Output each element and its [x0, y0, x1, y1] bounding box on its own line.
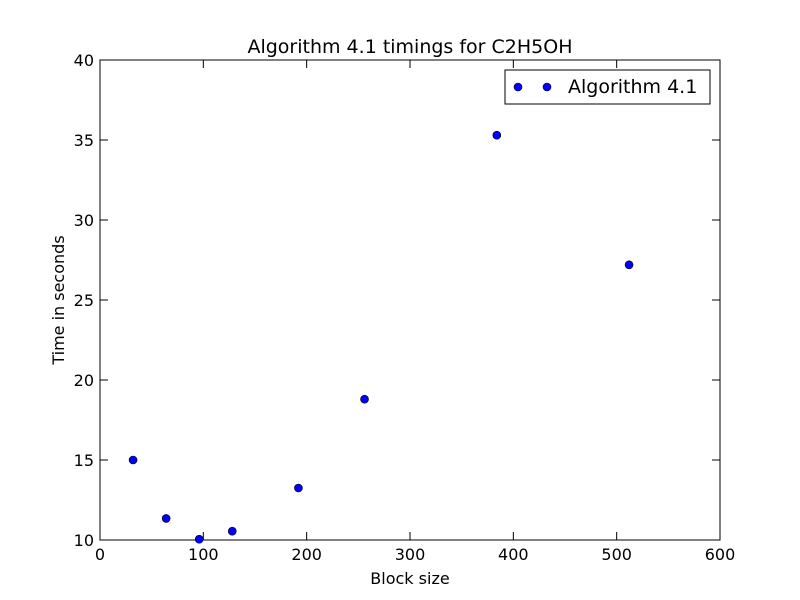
legend-marker [513, 82, 523, 92]
x-tick-label: 400 [498, 545, 529, 564]
y-axis-tick-labels: 10 15 20 25 30 35 40 [74, 51, 94, 550]
y-tick-label: 20 [74, 371, 94, 390]
x-tick-label: 0 [95, 545, 105, 564]
y-tick-label: 10 [74, 531, 94, 550]
y-tick-label: 25 [74, 291, 94, 310]
chart-title: Algorithm 4.1 timings for C2H5OH [247, 36, 572, 58]
x-tick-label: 100 [188, 545, 219, 564]
legend-label: Algorithm 4.1 [568, 76, 697, 98]
data-point [194, 534, 204, 544]
x-tick-label: 500 [601, 545, 632, 564]
y-axis-label: Time in seconds [49, 235, 68, 365]
data-point [492, 130, 502, 140]
data-point [128, 455, 138, 465]
plot-area [99, 59, 721, 541]
y-tick-label: 35 [74, 131, 94, 150]
data-point [227, 526, 237, 536]
data-point [624, 260, 634, 270]
data-point [360, 394, 369, 404]
x-axis-label: Block size [370, 569, 449, 588]
legend-marker [542, 82, 552, 92]
x-tick-label: 600 [705, 545, 736, 564]
legend-box [504, 69, 711, 105]
legend: Algorithm 4.1 [504, 69, 711, 105]
data-point [294, 483, 303, 493]
data-point [161, 514, 171, 523]
x-axis-tick-labels: 0 100 200 300 400 500 600 [95, 545, 735, 564]
y-tick-label: 15 [74, 451, 94, 470]
x-tick-label: 300 [395, 545, 426, 564]
y-tick-label: 40 [74, 51, 94, 70]
scatter-points [128, 130, 634, 544]
y-tick-label: 30 [74, 211, 94, 230]
x-tick-label: 200 [291, 545, 322, 564]
